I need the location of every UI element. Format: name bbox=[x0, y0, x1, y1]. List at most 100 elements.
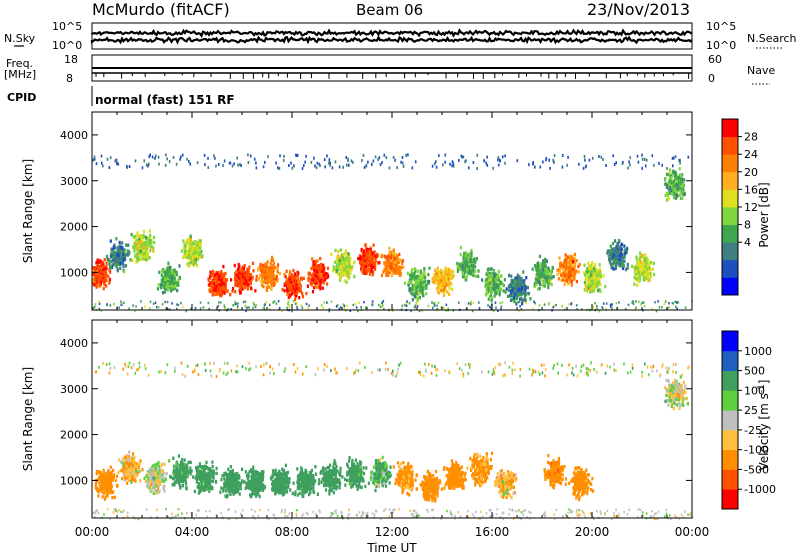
power-cell bbox=[609, 249, 612, 253]
power-cell bbox=[272, 269, 275, 274]
power-cell bbox=[118, 258, 121, 263]
power-cell bbox=[288, 281, 291, 285]
power-cell bbox=[646, 256, 649, 261]
power-cell bbox=[613, 247, 616, 251]
power-cell bbox=[668, 191, 671, 196]
power-cell bbox=[665, 185, 668, 189]
power-cell bbox=[288, 164, 290, 167]
power-cell bbox=[648, 262, 651, 267]
date-label: 23/Nov/2013 bbox=[587, 0, 690, 19]
power-cell bbox=[325, 272, 328, 276]
power-cell bbox=[489, 293, 493, 297]
power-cell bbox=[575, 279, 578, 284]
power-cell bbox=[186, 157, 188, 161]
power-cell bbox=[338, 260, 341, 264]
power-cell bbox=[378, 303, 380, 307]
power-cell bbox=[559, 270, 562, 274]
power-cell bbox=[217, 288, 220, 292]
power-cell bbox=[513, 299, 516, 304]
power-cell bbox=[161, 269, 164, 274]
power-cell bbox=[97, 282, 100, 286]
power-cell bbox=[330, 252, 333, 256]
power-cell bbox=[418, 309, 421, 313]
power-cell bbox=[485, 277, 488, 281]
power-cell bbox=[328, 309, 330, 313]
power-cell bbox=[96, 258, 99, 262]
power-cell bbox=[249, 273, 252, 277]
power-cell bbox=[277, 166, 279, 170]
power-cell bbox=[214, 291, 217, 295]
power-cell bbox=[642, 267, 645, 271]
power-cell bbox=[120, 250, 123, 254]
power-cell bbox=[592, 287, 595, 292]
power-cell bbox=[311, 267, 314, 271]
power-cell bbox=[174, 284, 177, 289]
power-cell bbox=[541, 263, 544, 268]
power-cell bbox=[153, 240, 156, 245]
power-cell bbox=[108, 166, 111, 169]
power-cell bbox=[471, 265, 474, 270]
power-cell bbox=[641, 166, 643, 170]
power-cell bbox=[105, 265, 108, 269]
power-cell bbox=[523, 283, 526, 287]
power-cell bbox=[436, 278, 439, 282]
power-cell bbox=[610, 249, 613, 253]
power-cell bbox=[492, 278, 495, 283]
power-cell bbox=[609, 252, 612, 257]
power-cell bbox=[561, 305, 563, 308]
power-cell bbox=[104, 275, 108, 279]
power-cell bbox=[460, 154, 463, 158]
power-cell bbox=[361, 260, 365, 265]
power-cell bbox=[401, 261, 404, 266]
power-cell bbox=[173, 276, 176, 280]
power-cell bbox=[379, 163, 382, 167]
power-cell bbox=[561, 278, 565, 282]
power-cell bbox=[215, 284, 218, 289]
power-cell bbox=[117, 261, 120, 265]
power-cell bbox=[616, 242, 619, 246]
power-cell bbox=[605, 164, 607, 167]
power-cell bbox=[492, 309, 495, 313]
power-cell bbox=[220, 293, 223, 297]
power-cell bbox=[287, 303, 290, 306]
power-cell bbox=[265, 301, 268, 304]
power-cell bbox=[132, 304, 134, 307]
power-cell bbox=[622, 256, 625, 260]
power-cell bbox=[677, 175, 680, 179]
power-cell bbox=[524, 298, 527, 303]
power-cell bbox=[352, 303, 355, 307]
power-cell bbox=[517, 287, 521, 292]
power-cell bbox=[564, 265, 567, 269]
power-cell bbox=[596, 268, 599, 273]
power-cell bbox=[623, 259, 626, 263]
power-cell bbox=[103, 258, 106, 262]
power-cell bbox=[292, 268, 295, 273]
power-cell bbox=[272, 271, 275, 276]
power-cell bbox=[115, 251, 118, 255]
power-cell bbox=[585, 164, 587, 168]
power-cell bbox=[578, 162, 580, 166]
power-cell bbox=[169, 287, 172, 291]
power-cell bbox=[298, 280, 301, 285]
power-cell bbox=[552, 306, 555, 309]
power-cell bbox=[679, 173, 682, 178]
power-cell bbox=[133, 241, 136, 245]
power-cell bbox=[531, 267, 534, 271]
power-cell bbox=[448, 286, 451, 290]
power-cell bbox=[390, 273, 393, 278]
power-cell bbox=[204, 163, 206, 167]
power-cell bbox=[175, 272, 178, 277]
power-cell bbox=[416, 281, 419, 285]
power-cell bbox=[147, 164, 149, 168]
power-cell bbox=[540, 266, 543, 270]
power-cell bbox=[267, 285, 270, 289]
power-cell bbox=[285, 269, 288, 274]
power-cbar-swatch bbox=[722, 207, 738, 225]
power-cell bbox=[148, 256, 151, 260]
power-cell bbox=[348, 163, 350, 167]
power-cell bbox=[639, 255, 642, 259]
power-cell bbox=[563, 277, 566, 281]
power-cell bbox=[642, 276, 645, 280]
power-cell bbox=[464, 255, 467, 259]
power-cell bbox=[495, 285, 498, 289]
